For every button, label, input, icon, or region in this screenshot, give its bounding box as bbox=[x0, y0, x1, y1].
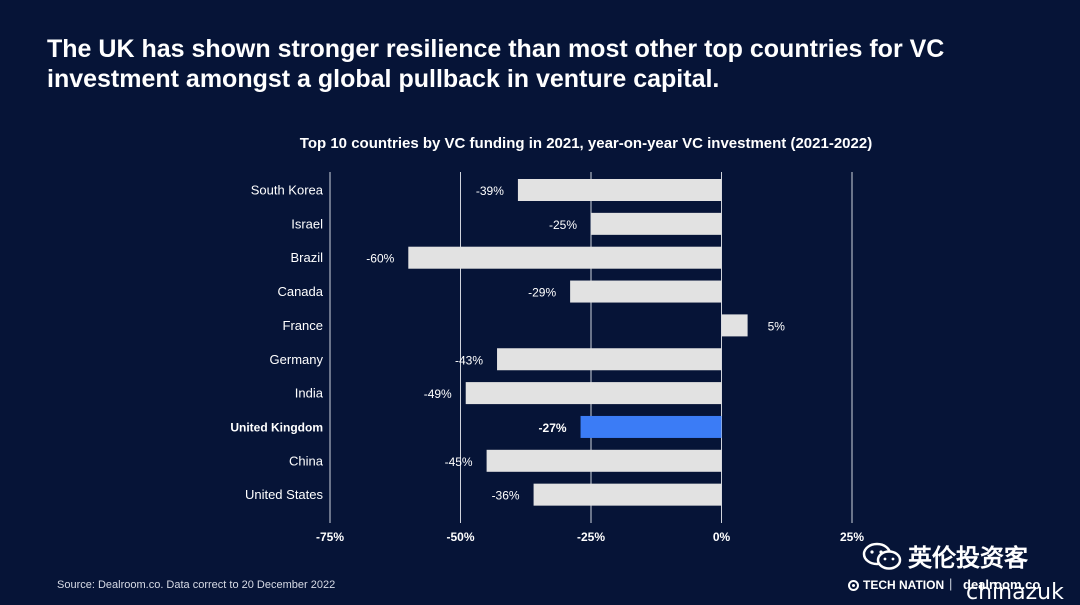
data-label: -49% bbox=[424, 387, 452, 401]
tech-nation-gear-icon bbox=[848, 579, 859, 591]
watermark-handle: chinazuk bbox=[966, 580, 1064, 605]
data-label: -45% bbox=[445, 455, 473, 469]
category-label: United Kingdom bbox=[230, 420, 323, 434]
bar bbox=[408, 246, 722, 269]
x-tick-label: 25% bbox=[840, 530, 864, 544]
category-label: Germany bbox=[270, 352, 324, 367]
x-tick-label: -75% bbox=[316, 530, 344, 544]
category-label: South Korea bbox=[251, 183, 324, 198]
source-note: Source: Dealroom.co. Data correct to 20 … bbox=[57, 579, 336, 591]
category-label: United States bbox=[245, 487, 324, 502]
data-label: -29% bbox=[528, 286, 556, 300]
headline: The UK has shown stronger resilience tha… bbox=[47, 35, 945, 93]
category-label: Israel bbox=[291, 216, 323, 231]
category-label: Canada bbox=[277, 284, 323, 299]
data-label: -36% bbox=[492, 489, 520, 503]
x-tick-label: -25% bbox=[577, 530, 605, 544]
data-label: -39% bbox=[476, 184, 504, 198]
bar bbox=[533, 483, 722, 506]
wechat-icon bbox=[862, 542, 902, 570]
category-label: France bbox=[283, 318, 323, 333]
bar bbox=[580, 415, 722, 438]
data-label: -25% bbox=[549, 218, 577, 232]
bar bbox=[517, 179, 722, 201]
data-label: -43% bbox=[455, 353, 483, 367]
bar bbox=[591, 212, 722, 235]
category-label: Brazil bbox=[290, 250, 323, 265]
tech-nation-logo: TECH NATION bbox=[848, 578, 944, 592]
brand-separator: | bbox=[949, 576, 953, 591]
x-tick-label: -50% bbox=[446, 530, 474, 544]
bar bbox=[497, 348, 722, 371]
data-label: 5% bbox=[768, 319, 786, 333]
bar bbox=[721, 314, 748, 337]
bar bbox=[486, 449, 722, 472]
tech-nation-label: TECH NATION bbox=[863, 578, 945, 592]
watermark: 英伦投资客 bbox=[862, 538, 1028, 573]
x-tick-label: 0% bbox=[713, 530, 731, 544]
data-label: -60% bbox=[366, 252, 394, 266]
chart-title: Top 10 countries by VC funding in 2021, … bbox=[299, 135, 873, 152]
category-label: India bbox=[295, 386, 324, 401]
watermark-text: 英伦投资客 bbox=[908, 545, 1028, 572]
category-label: China bbox=[289, 453, 324, 468]
data-label: -27% bbox=[539, 421, 567, 435]
bar bbox=[465, 382, 722, 405]
dealroom-logo: dealroom.co bbox=[963, 577, 1041, 592]
bar bbox=[570, 280, 722, 303]
